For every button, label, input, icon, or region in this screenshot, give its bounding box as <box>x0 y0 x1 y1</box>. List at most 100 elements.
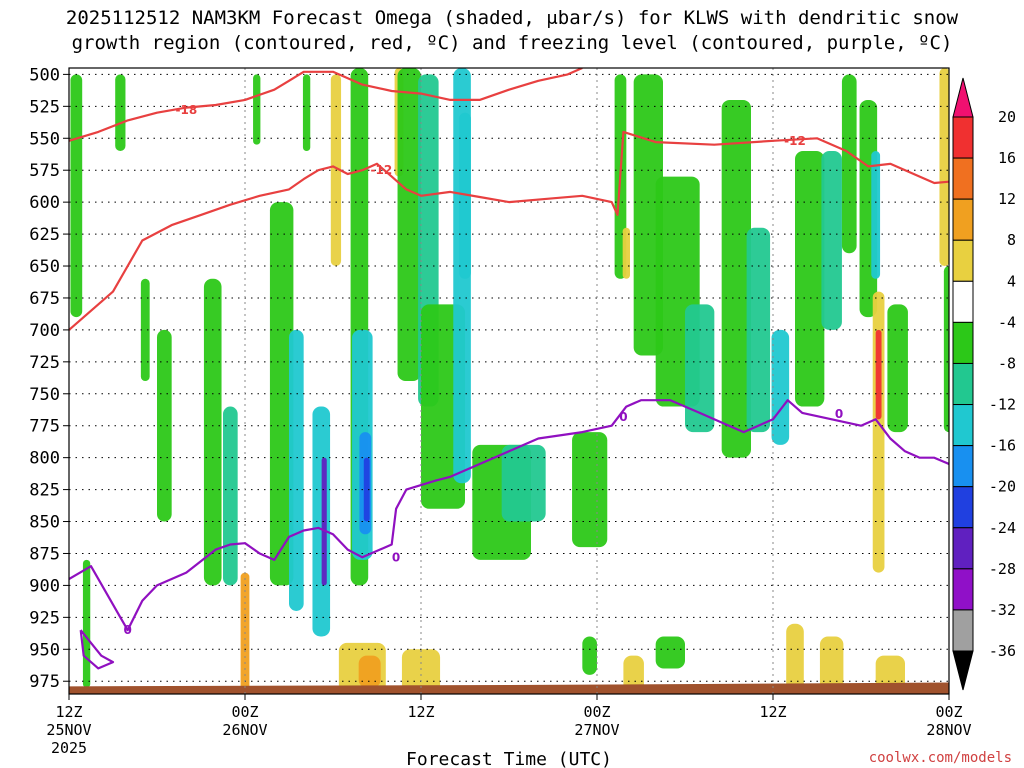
omega-cell <box>157 329 172 522</box>
omega-cell <box>223 406 238 586</box>
y-tick-label: 800 <box>29 449 60 469</box>
chart-title: 2025112512 NAM3KM Forecast Omega (shaded… <box>66 7 959 29</box>
colorbar-tick-label: -32 <box>989 601 1016 619</box>
x-tick-year: 2025 <box>51 739 87 757</box>
colorbar-tick-label: -16 <box>989 437 1016 455</box>
omega-cell <box>312 406 331 637</box>
colorbar-swatch <box>952 362 974 406</box>
colorbar-tick-label: -28 <box>989 560 1016 578</box>
y-tick-label: 575 <box>29 161 60 181</box>
y-tick-label: 625 <box>29 225 60 245</box>
isotherm-line <box>79 629 115 670</box>
omega-cell <box>821 151 842 330</box>
colorbar-swatch <box>952 198 974 241</box>
x-tick-date: 25NOV <box>46 721 91 739</box>
contour-label: 0 <box>835 407 843 421</box>
y-tick-label: 500 <box>29 65 60 85</box>
y-axis: 500 525 550 575 600 625 650 675 700 725 750 775 800 8… <box>29 65 69 692</box>
omega-cell <box>253 74 261 145</box>
omega-cell <box>939 68 949 267</box>
omega-cell <box>82 559 91 688</box>
y-tick-label: 675 <box>29 289 60 309</box>
x-tick-label: 00Z <box>935 703 962 721</box>
credit-text: coolwx.com/models <box>869 750 1012 766</box>
colorbar-tick-label: 20 <box>998 108 1016 126</box>
colorbar-tick-label: -12 <box>989 396 1016 414</box>
contour-label: -18 <box>175 103 197 117</box>
contour-label: 0 <box>619 410 627 424</box>
x-tick-label: 12Z <box>407 703 434 721</box>
omega-cell <box>363 457 370 522</box>
omega-cell <box>401 649 441 694</box>
omega-cell <box>501 444 546 522</box>
isotherm-line <box>69 399 949 632</box>
colorbar-swatch <box>952 486 974 529</box>
y-tick-label: 850 <box>29 513 60 533</box>
colorbar-swatch <box>952 404 974 447</box>
omega-cell <box>269 202 294 586</box>
colorbar-tick-label: -20 <box>989 478 1016 496</box>
colorbar-swatch <box>952 527 974 570</box>
colorbar-swatch <box>952 568 974 611</box>
temperature-contours <box>69 68 949 670</box>
x-tick-label: 12Z <box>55 703 82 721</box>
omega-cell <box>655 636 685 669</box>
colorbar-tick-label: -8 <box>998 354 1016 372</box>
plot-frame <box>68 67 950 695</box>
y-tick-label: 525 <box>29 97 60 117</box>
omega-cell <box>771 329 790 445</box>
isotherm-line <box>69 130 949 331</box>
x-tick-date: 27NOV <box>574 721 619 739</box>
omega-cell <box>875 329 882 420</box>
ground-layer <box>69 682 949 694</box>
omega-cell <box>795 151 825 407</box>
colorbar-swatch <box>952 321 974 364</box>
omega-cell <box>203 278 222 586</box>
omega-cell <box>721 99 751 458</box>
colorbar-swatch <box>952 445 974 488</box>
colorbar-tick-label: -36 <box>989 642 1016 660</box>
ground-terrain <box>69 682 949 694</box>
omega-cell <box>321 457 327 586</box>
y-tick-label: 550 <box>29 129 60 149</box>
y-tick-label: 775 <box>29 417 60 437</box>
omega-cell <box>397 68 421 381</box>
y-tick-label: 900 <box>29 576 60 596</box>
omega-shading <box>70 68 949 694</box>
omega-cell <box>115 74 126 152</box>
x-tick-date: 26NOV <box>222 721 267 739</box>
chart-subtitle: growth region (contoured, red, ºC) and f… <box>72 32 953 54</box>
y-tick-label: 975 <box>29 672 60 692</box>
colorbar-swatch <box>952 239 974 282</box>
omega-cell <box>70 74 83 318</box>
y-tick-label: 950 <box>29 640 60 660</box>
colorbar-tick-label: 16 <box>998 149 1016 167</box>
colorbar-tick-label: -24 <box>989 519 1016 537</box>
colorbar-tick-label: 4 <box>1007 272 1016 290</box>
x-tick-label: 00Z <box>583 703 610 721</box>
y-tick-label: 750 <box>29 385 60 405</box>
colorbar-tick-label: 12 <box>998 190 1016 208</box>
x-tick-label: 12Z <box>759 703 786 721</box>
colorbar-tick-label: -4 <box>998 313 1016 331</box>
omega-cell <box>582 636 597 675</box>
omega-cell <box>943 266 949 433</box>
contour-label: -12 <box>371 163 393 177</box>
contour-label: 0 <box>392 550 400 564</box>
y-tick-label: 925 <box>29 608 60 628</box>
colorbar-swatch <box>952 157 974 200</box>
colorbar-tick-label: 8 <box>1007 231 1016 249</box>
x-axis-label: Forecast Time (UTC) <box>406 749 612 768</box>
colorbar-swatch <box>952 609 974 652</box>
omega-cell <box>289 329 304 611</box>
y-tick-label: 700 <box>29 321 60 341</box>
omega-cell <box>622 227 630 279</box>
y-tick-label: 825 <box>29 481 60 501</box>
contour-label: -12 <box>784 134 806 148</box>
omega-cell <box>819 636 844 694</box>
omega-cell <box>786 623 804 694</box>
colorbar-cap-top <box>952 77 974 118</box>
x-tick-date: 28NOV <box>926 721 971 739</box>
